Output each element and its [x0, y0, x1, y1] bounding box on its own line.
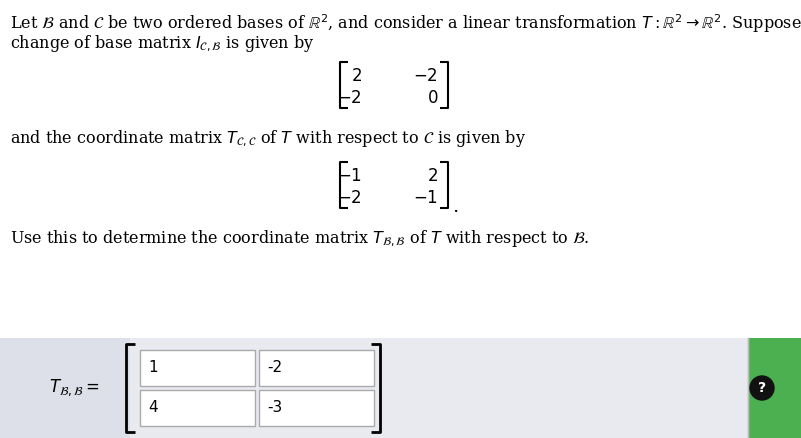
Text: 1: 1	[148, 360, 158, 375]
Text: -3: -3	[267, 400, 282, 416]
Text: $T_{\mathcal{B},\mathcal{B}} =$: $T_{\mathcal{B},\mathcal{B}} =$	[49, 378, 100, 398]
Text: Let $\mathcal{B}$ and $\mathcal{C}$ be two ordered bases of $\mathbb{R}^2$, and : Let $\mathcal{B}$ and $\mathcal{C}$ be t…	[10, 12, 801, 35]
Text: 4: 4	[148, 400, 158, 416]
Text: $2$: $2$	[427, 168, 438, 185]
Text: and the coordinate matrix $T_{\mathcal{C},\mathcal{C}}$ of $T$ with respect to $: and the coordinate matrix $T_{\mathcal{C…	[10, 128, 526, 149]
Text: $-2$: $-2$	[413, 68, 438, 85]
Text: change of base matrix $I_{\mathcal{C},\mathcal{B}}$ is given by: change of base matrix $I_{\mathcal{C},\m…	[10, 33, 315, 54]
Text: $-2$: $-2$	[337, 90, 362, 107]
Bar	[140, 350, 255, 386]
Text: .: .	[452, 198, 458, 216]
Text: $2$: $2$	[351, 68, 362, 85]
Bar	[140, 390, 255, 426]
Text: -2: -2	[267, 360, 282, 375]
Bar	[259, 350, 374, 386]
Text: $-1$: $-1$	[413, 190, 438, 207]
Text: ?: ?	[758, 381, 766, 395]
Text: $0$: $0$	[427, 90, 438, 107]
Text: $-2$: $-2$	[337, 190, 362, 207]
Bar	[0, 338, 801, 438]
Bar	[259, 390, 374, 426]
Bar	[0, 338, 130, 438]
Text: Use this to determine the coordinate matrix $T_{\mathcal{B},\mathcal{B}}$ of $T$: Use this to determine the coordinate mat…	[10, 228, 590, 249]
Circle shape	[750, 376, 774, 400]
Bar	[749, 338, 801, 438]
Text: $-1$: $-1$	[337, 168, 362, 185]
